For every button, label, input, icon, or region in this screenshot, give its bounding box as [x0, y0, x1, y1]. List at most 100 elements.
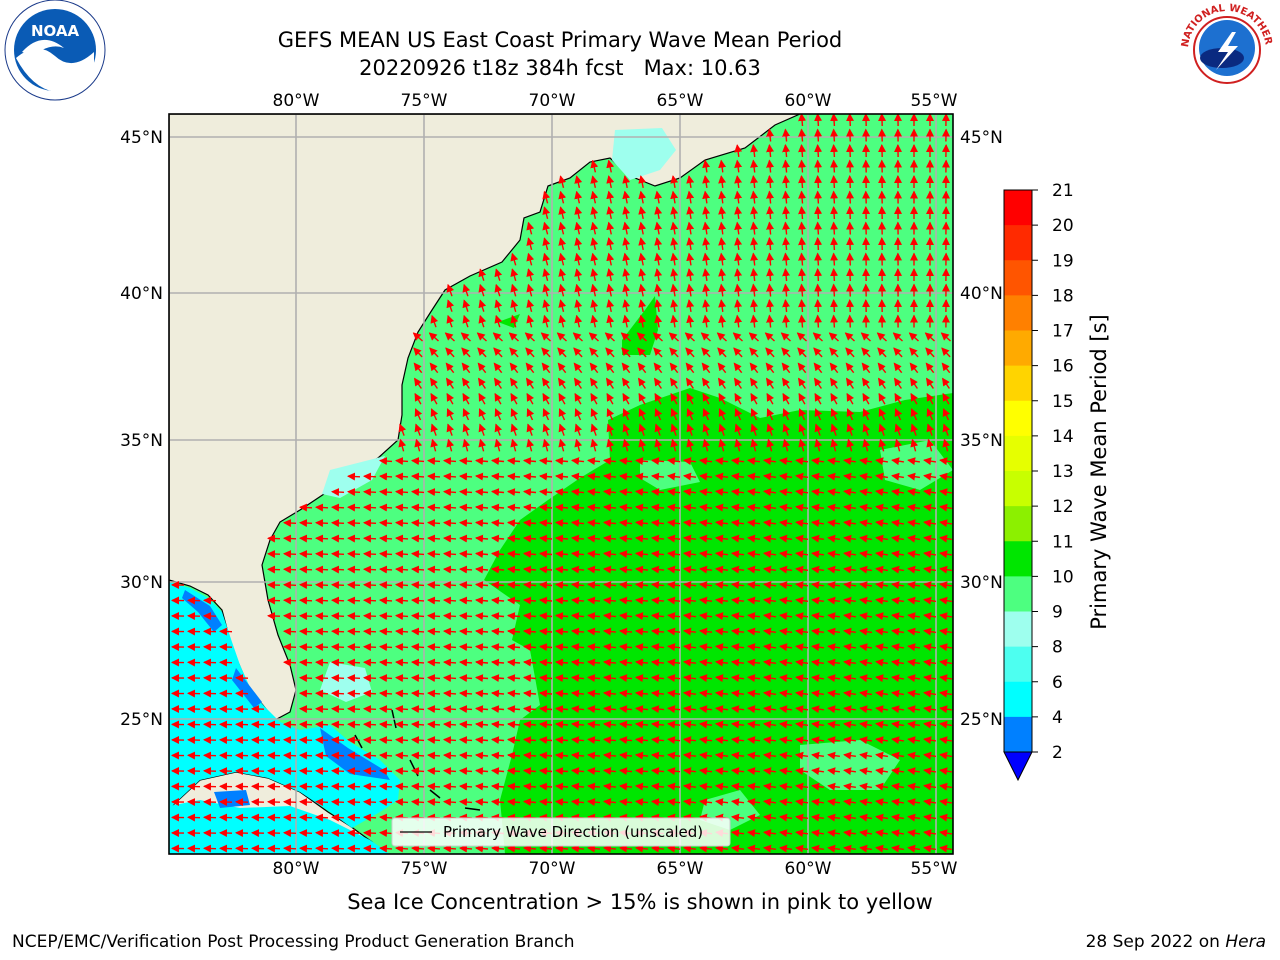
wave-arrow [846, 190, 855, 204]
wave-arrow [606, 221, 615, 235]
wave-arrow [379, 829, 393, 838]
wave-arrow [299, 782, 313, 791]
wave-arrow [939, 581, 953, 590]
colorbar-tick-label: 13 [1052, 462, 1074, 482]
wave-arrow [702, 237, 711, 251]
wave-arrow [939, 519, 953, 528]
wave-arrow [363, 705, 377, 714]
wave-arrow [670, 206, 679, 220]
wave-arrow [395, 457, 409, 466]
wave-arrow [542, 299, 551, 312]
wave-arrow [715, 503, 729, 512]
wave-arrow [670, 377, 678, 389]
wave-arrow [843, 488, 856, 497]
wave-arrow [427, 643, 441, 652]
wave-arrow [539, 705, 553, 714]
wave-arrow [475, 519, 489, 528]
wave-arrow [747, 503, 761, 512]
wave-arrow [827, 550, 840, 559]
wave-arrow [539, 751, 553, 760]
wave-arrow [907, 581, 921, 590]
wave-arrow [427, 720, 441, 729]
wave-arrow [606, 237, 615, 251]
wave-arrow [459, 751, 473, 760]
wave-arrow [462, 314, 471, 328]
wave-arrow [862, 438, 871, 452]
wave-arrow [795, 534, 808, 543]
wave-arrow [363, 534, 377, 543]
wave-arrow [523, 488, 537, 497]
wave-arrow [606, 299, 615, 313]
wave-arrow [699, 472, 713, 481]
wave-arrow [443, 751, 457, 760]
colorbar-tick-label: 9 [1052, 603, 1063, 623]
lon-label: 65°W [657, 91, 704, 111]
wave-arrow [299, 627, 313, 636]
wave-arrow [619, 596, 633, 605]
wave-arrow [443, 844, 457, 853]
wave-arrow [542, 221, 551, 235]
colorbar-segment [1004, 365, 1032, 402]
wave-arrow [331, 844, 345, 853]
wave-arrow [427, 658, 441, 667]
wave-arrow [939, 550, 953, 559]
wave-arrow [539, 736, 553, 745]
wave-arrow [654, 408, 663, 421]
colorbar-label: Primary Wave Mean Period [s] [1087, 314, 1111, 630]
wave-arrow [782, 314, 791, 328]
wave-arrow [686, 206, 695, 220]
wave-arrow [331, 782, 345, 791]
wave-arrow [315, 798, 329, 807]
wave-arrow [909, 362, 919, 374]
wave-arrow [299, 689, 313, 698]
wave-arrow [827, 534, 840, 543]
wave-arrow [894, 392, 903, 405]
wave-arrow [523, 689, 537, 698]
wave-arrow [875, 581, 889, 590]
wave-arrow [811, 534, 824, 543]
wave-arrow [830, 206, 839, 220]
wave-arrow [638, 377, 646, 389]
wave-arrow [747, 534, 761, 543]
wave-arrow [683, 519, 697, 528]
lon-label: 70°W [529, 91, 576, 111]
wave-arrow [414, 377, 422, 389]
wave-arrow [379, 472, 393, 481]
wave-arrow [475, 736, 489, 745]
wave-arrow [589, 347, 599, 358]
wave-arrow [814, 221, 823, 235]
wave-arrow [590, 423, 599, 436]
colorbar-tick-label: 11 [1052, 532, 1074, 552]
wave-arrow [573, 362, 583, 374]
wave-arrow [539, 767, 553, 776]
wave-arrow [507, 503, 521, 512]
wave-arrow [685, 362, 695, 374]
wave-arrow [587, 550, 601, 559]
wave-arrow [427, 612, 441, 621]
high-period-zone [484, 388, 953, 854]
wave-arrow [686, 377, 694, 389]
wave-arrow [699, 550, 713, 559]
wave-arrow [814, 423, 823, 436]
wave-arrow [699, 503, 713, 512]
wave-arrow [331, 751, 345, 760]
wave-arrow [523, 705, 537, 714]
wave-arrow [875, 534, 889, 543]
wave-arrow [523, 503, 537, 512]
wave-arrow [283, 627, 297, 636]
wave-arrow [478, 377, 486, 389]
wave-arrow [811, 596, 824, 605]
wave-arrow [555, 550, 569, 559]
lat-label: 40°N [120, 284, 163, 304]
wave-arrow [603, 565, 617, 574]
wave-arrow [299, 829, 313, 838]
wave-arrow [507, 751, 521, 760]
wave-arrow [462, 283, 471, 297]
wave-arrow [667, 565, 681, 574]
wave-arrow [894, 438, 903, 452]
footer-branch: NCEP/EMC/Verification Post Processing Pr… [12, 932, 575, 952]
wave-arrow [459, 488, 473, 497]
wave-arrow [763, 596, 777, 605]
wave-arrow [686, 190, 695, 204]
wave-arrow [651, 472, 665, 481]
